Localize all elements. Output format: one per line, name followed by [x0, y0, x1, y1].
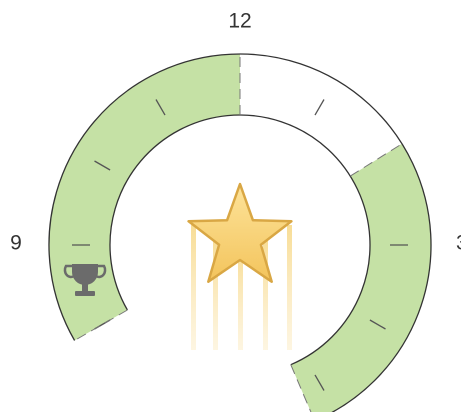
hour-tick: [314, 374, 325, 391]
label-9: 9: [10, 232, 22, 255]
ring-outline: [109, 114, 371, 366]
hour-tick: [314, 99, 325, 116]
trophy-icon: [63, 264, 107, 296]
segment-divider: [290, 364, 312, 412]
ring-outline: [48, 53, 432, 412]
hour-tick: [369, 319, 386, 330]
label-12: 12: [228, 10, 251, 33]
star-streaks: [191, 225, 292, 350]
green-segment: [48, 54, 240, 341]
hour-tick: [94, 160, 111, 171]
hour-tick: [155, 99, 166, 116]
label-3: 3: [456, 232, 461, 255]
green-segment: [290, 143, 431, 412]
segment-divider: [74, 309, 128, 341]
white-segment: [240, 54, 402, 177]
segment-divider: [349, 143, 403, 177]
star-icon: [187, 182, 293, 283]
